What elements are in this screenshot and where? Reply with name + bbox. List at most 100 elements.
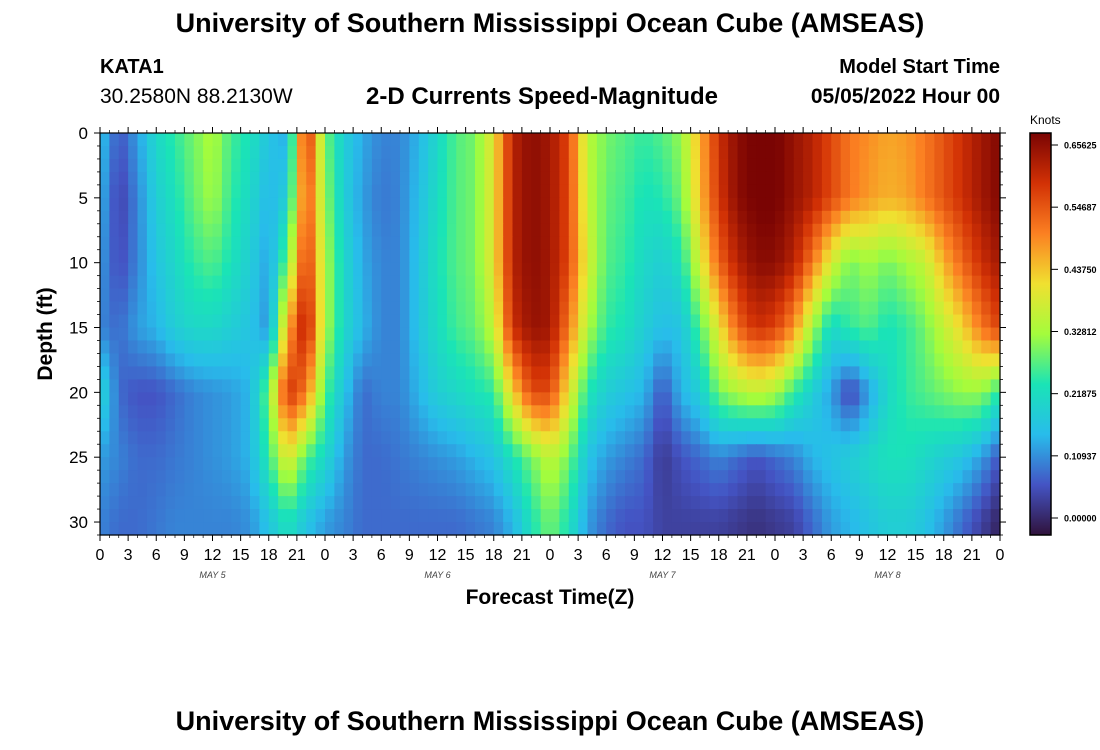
heatmap-cell	[221, 509, 232, 523]
heatmap-cell	[915, 262, 926, 277]
heatmap-cell	[221, 301, 232, 316]
heatmap-cell	[962, 184, 973, 199]
heatmap-cell	[193, 483, 204, 497]
heatmap-cell	[850, 133, 860, 147]
heatmap-cell	[250, 223, 260, 238]
heatmap-cell	[278, 392, 289, 406]
heatmap-cell	[859, 158, 870, 173]
heatmap-cell	[690, 353, 701, 368]
heatmap-cell	[203, 444, 214, 458]
heatmap-cell	[484, 133, 495, 147]
heatmap-cell	[596, 405, 607, 419]
heatmap-cell	[831, 249, 842, 264]
heatmap-cell	[250, 379, 260, 393]
heatmap-cell	[521, 262, 532, 277]
heatmap-cell	[203, 366, 214, 380]
heatmap-cell	[765, 431, 776, 445]
heatmap-cell	[400, 249, 410, 264]
heatmap-cell	[540, 431, 551, 445]
heatmap-cell	[971, 314, 982, 329]
heatmap-cell	[334, 314, 345, 329]
heatmap-cell	[109, 470, 120, 484]
heatmap-cell	[634, 288, 645, 303]
heatmap-cell	[906, 496, 917, 510]
heatmap-cell	[446, 249, 457, 264]
heatmap-cell	[925, 223, 935, 238]
heatmap-cell	[962, 301, 973, 316]
heatmap-cell	[315, 509, 326, 523]
heatmap-cell	[409, 366, 420, 380]
heatmap-cell	[250, 483, 260, 497]
heatmap-cell	[803, 379, 814, 393]
heatmap-cell	[325, 457, 335, 471]
heatmap-cell	[962, 353, 973, 368]
heatmap-cell	[231, 210, 242, 225]
heatmap-cell	[943, 184, 954, 199]
heatmap-cell	[146, 262, 157, 277]
heatmap-cell	[165, 522, 176, 536]
heatmap-cell	[531, 522, 542, 536]
y-tick-label: 20	[69, 383, 88, 402]
heatmap-cell	[221, 158, 232, 173]
heatmap-cell	[278, 327, 289, 342]
heatmap-cell	[334, 483, 345, 497]
heatmap-cell	[550, 470, 560, 484]
heatmap-cell	[362, 249, 373, 264]
heatmap-cell	[465, 210, 476, 225]
heatmap-cell	[906, 133, 917, 147]
heatmap-cell	[634, 301, 645, 316]
heatmap-cell	[540, 366, 551, 380]
heatmap-cell	[456, 249, 467, 264]
heatmap-cell	[540, 470, 551, 484]
heatmap-cell	[550, 379, 560, 393]
heatmap-cell	[146, 236, 157, 251]
heatmap-cell	[803, 249, 814, 264]
heatmap-cell	[475, 405, 485, 419]
heatmap-cell	[887, 223, 898, 238]
heatmap-cell	[793, 158, 804, 173]
heatmap-cell	[306, 249, 317, 264]
heatmap-cell	[625, 184, 635, 199]
heatmap-cell	[353, 184, 364, 199]
heatmap-cell	[306, 197, 317, 212]
heatmap-cell	[690, 171, 701, 186]
heatmap-cell	[690, 288, 701, 303]
heatmap-cell	[353, 483, 364, 497]
heatmap-cell	[221, 288, 232, 303]
heatmap-cell	[643, 327, 654, 342]
heatmap-cell	[625, 249, 635, 264]
heatmap-cell	[203, 431, 214, 445]
heatmap-cell	[756, 392, 767, 406]
heatmap-cell	[212, 223, 223, 238]
heatmap-cell	[531, 236, 542, 251]
heatmap-cell	[821, 340, 832, 355]
heatmap-cell	[446, 444, 457, 458]
heatmap-cell	[512, 288, 523, 303]
heatmap-cell	[943, 171, 954, 186]
heatmap-cell	[746, 431, 757, 445]
heatmap-cell	[100, 379, 110, 393]
heatmap-cell	[137, 379, 148, 393]
heatmap-cell	[109, 249, 120, 264]
heatmap-cell	[278, 145, 289, 160]
heatmap-cell	[400, 444, 410, 458]
heatmap-cell	[221, 470, 232, 484]
heatmap-cell	[315, 158, 326, 173]
heatmap-cell	[990, 431, 1001, 445]
heatmap-cell	[465, 262, 476, 277]
heatmap-cell	[456, 133, 467, 147]
heatmap-cell	[953, 210, 964, 225]
heatmap-cell	[587, 483, 598, 497]
heatmap-cell	[250, 301, 260, 316]
heatmap-cell	[653, 288, 664, 303]
heatmap-cell	[737, 314, 748, 329]
heatmap-cell	[634, 444, 645, 458]
heatmap-cell	[400, 223, 410, 238]
heatmap-cell	[400, 262, 410, 277]
heatmap-cell	[643, 366, 654, 380]
heatmap-cell	[878, 133, 889, 147]
heatmap-cell	[840, 301, 851, 316]
heatmap-cell	[793, 496, 804, 510]
heatmap-cell	[737, 418, 748, 432]
heatmap-cell	[671, 249, 682, 264]
